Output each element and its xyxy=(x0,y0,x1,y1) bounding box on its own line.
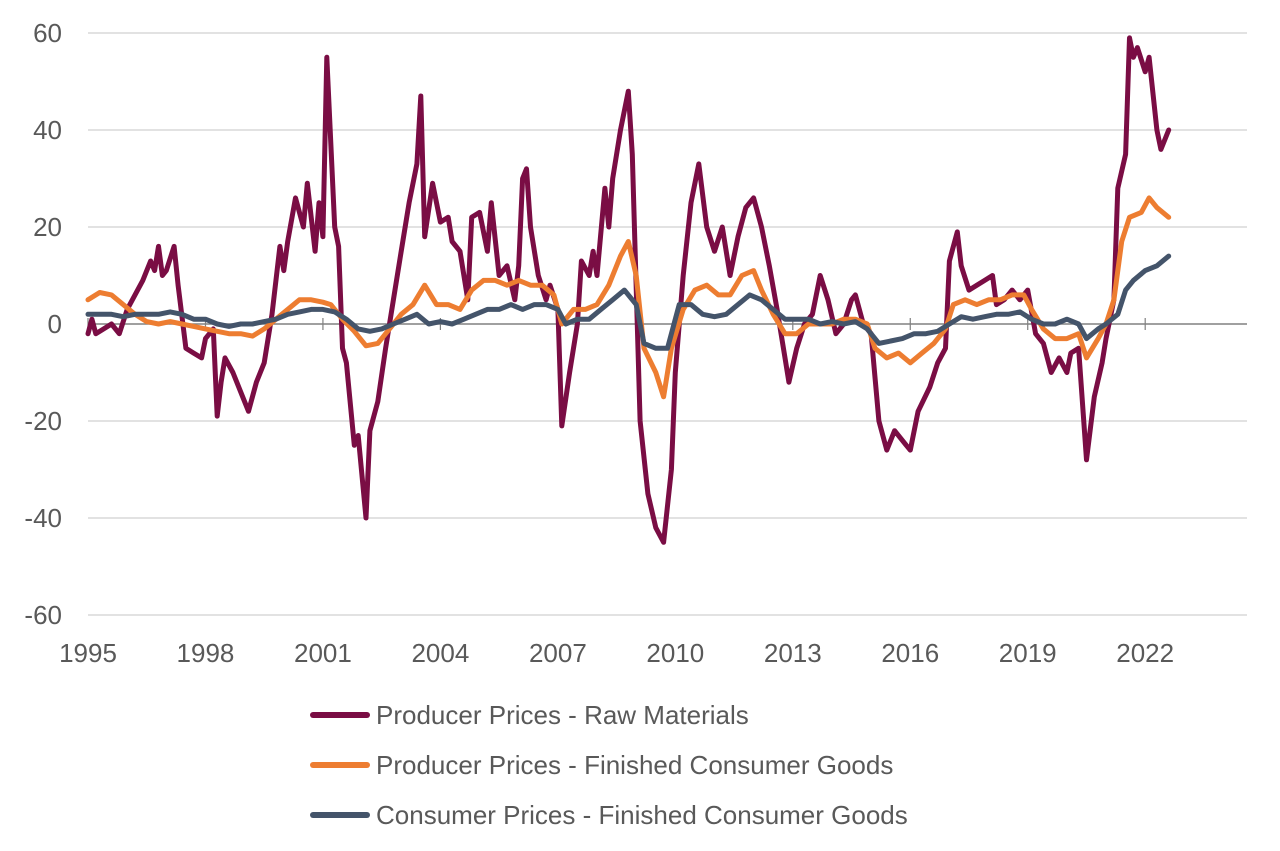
x-tick-label: 2001 xyxy=(294,638,352,668)
x-tick-label: 2007 xyxy=(529,638,587,668)
series-line-2 xyxy=(85,253,1172,351)
legend-swatch-raw-materials xyxy=(310,712,370,718)
y-tick-label: 40 xyxy=(33,115,62,145)
x-tick-label: 2022 xyxy=(1116,638,1174,668)
legend: Producer Prices - Raw Materials Producer… xyxy=(310,690,908,840)
line-chart: -60 -40 -20 0 20 40 60 1995 1998 2001 2004 2007 201… xyxy=(24,18,1247,668)
gridlines xyxy=(88,32,1247,616)
y-tick-label: -60 xyxy=(24,600,62,630)
legend-swatch-consumer-finished xyxy=(310,812,370,818)
x-tick-label: 1995 xyxy=(59,638,117,668)
x-tick-label: 2004 xyxy=(411,638,469,668)
y-axis-tick-labels: -60 -40 -20 0 20 40 60 xyxy=(24,18,62,630)
series-lines xyxy=(85,35,1172,545)
y-tick-label: -40 xyxy=(24,503,62,533)
y-tick-label: -20 xyxy=(24,406,62,436)
series-line-0 xyxy=(85,35,1172,545)
y-tick-label: 0 xyxy=(48,309,62,339)
x-tick-label: 2019 xyxy=(999,638,1057,668)
legend-swatch-producer-finished xyxy=(310,762,370,768)
legend-item-raw-materials: Producer Prices - Raw Materials xyxy=(310,690,908,740)
legend-label-raw-materials: Producer Prices - Raw Materials xyxy=(376,699,749,730)
y-tick-label: 20 xyxy=(33,212,62,242)
x-tick-label: 1998 xyxy=(177,638,235,668)
legend-item-consumer-finished: Consumer Prices - Finished Consumer Good… xyxy=(310,790,908,840)
y-tick-label: 60 xyxy=(33,18,62,48)
legend-label-consumer-finished: Consumer Prices - Finished Consumer Good… xyxy=(376,799,908,830)
legend-label-producer-finished: Producer Prices - Finished Consumer Good… xyxy=(376,749,894,780)
x-axis: 1995 1998 2001 2004 2007 2010 2013 2016 2019 2022 xyxy=(59,318,1247,668)
x-tick-label: 2010 xyxy=(646,638,704,668)
x-tick-label: 2013 xyxy=(764,638,822,668)
x-tick-label: 2016 xyxy=(881,638,939,668)
legend-item-producer-finished: Producer Prices - Finished Consumer Good… xyxy=(310,740,908,790)
